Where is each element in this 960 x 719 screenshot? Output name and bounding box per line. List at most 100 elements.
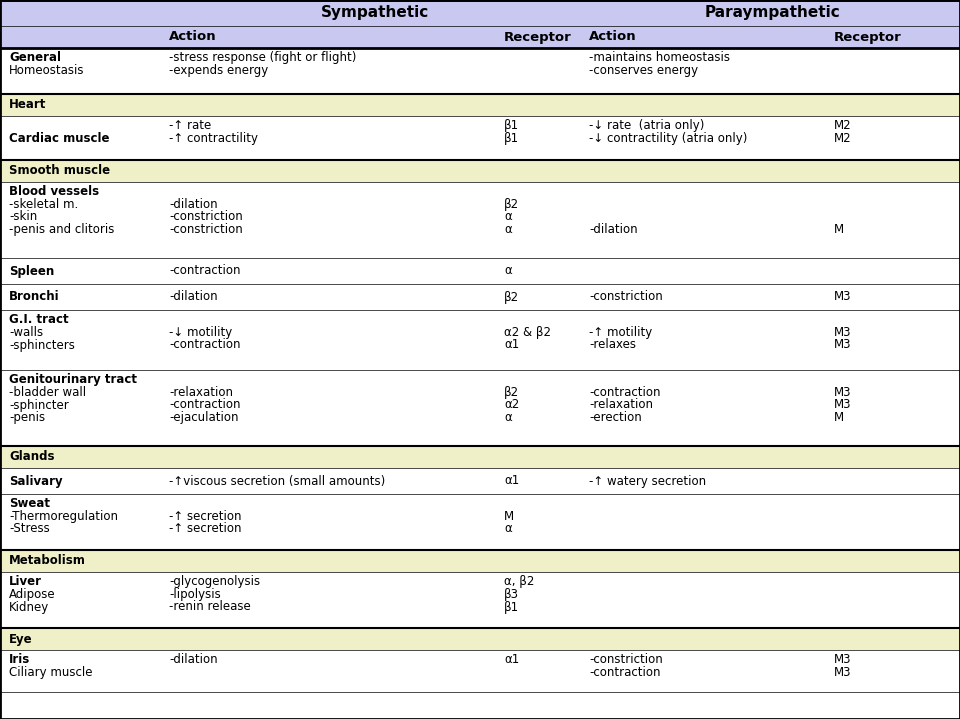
Text: β3: β3 [504, 587, 519, 601]
Bar [0, 628, 960, 650]
Text: -constriction: -constriction [169, 224, 243, 237]
Bar [0, 572, 960, 628]
Text: -↑ contractility: -↑ contractility [169, 132, 258, 145]
Text: Kidney: Kidney [9, 600, 49, 613]
Text: -skin: -skin [9, 211, 37, 224]
Text: -glycogenolysis: -glycogenolysis [169, 575, 260, 588]
Text: Liver: Liver [9, 575, 42, 588]
Text: α: α [504, 224, 512, 237]
Text: -ejaculation: -ejaculation [169, 411, 238, 424]
Text: Smooth muscle: Smooth muscle [9, 165, 110, 178]
Text: α, β2: α, β2 [504, 575, 535, 588]
Text: G.I. tract: G.I. tract [9, 313, 68, 326]
Text: M3: M3 [834, 290, 852, 303]
Text: β1: β1 [504, 132, 519, 145]
Text: -relaxes: -relaxes [589, 339, 636, 352]
Text: -maintains homeostasis: -maintains homeostasis [589, 51, 730, 64]
Text: M: M [504, 510, 515, 523]
Text: -↑ rate: -↑ rate [169, 119, 211, 132]
Text: -renin release: -renin release [169, 600, 251, 613]
Bar [0, 182, 960, 258]
Text: -constriction: -constriction [589, 290, 662, 303]
Bar [0, 494, 960, 550]
Text: Eye: Eye [9, 633, 33, 646]
Text: Blood vessels: Blood vessels [9, 185, 99, 198]
Text: -↑ motility: -↑ motility [589, 326, 652, 339]
Text: -contraction: -contraction [169, 398, 241, 411]
Text: α1: α1 [504, 475, 519, 487]
Text: α: α [504, 265, 512, 278]
Text: α: α [504, 211, 512, 224]
Bar [0, 48, 960, 94]
Text: -↓ rate  (atria only): -↓ rate (atria only) [589, 119, 705, 132]
Text: β2: β2 [504, 198, 519, 211]
Text: α: α [504, 523, 512, 536]
Text: M: M [834, 411, 844, 424]
Text: -contraction: -contraction [169, 265, 241, 278]
Text: Receptor: Receptor [834, 30, 901, 44]
Text: -dilation: -dilation [169, 290, 218, 303]
Text: -sphincter: -sphincter [9, 398, 69, 411]
Bar [0, 26, 960, 48]
Text: -relaxation: -relaxation [589, 398, 653, 411]
Text: -walls: -walls [9, 326, 43, 339]
Text: -expends energy: -expends energy [169, 64, 268, 77]
Text: -↑ secretion: -↑ secretion [169, 523, 242, 536]
Text: -dilation: -dilation [169, 198, 218, 211]
Text: Action: Action [589, 30, 636, 44]
Text: M2: M2 [834, 119, 852, 132]
Text: -bladder wall: -bladder wall [9, 386, 86, 399]
Bar [0, 446, 960, 468]
Bar [0, 258, 960, 284]
Text: -↑viscous secretion (small amounts): -↑viscous secretion (small amounts) [169, 475, 385, 487]
Text: Sweat: Sweat [9, 497, 50, 510]
Text: -↑ watery secretion: -↑ watery secretion [589, 475, 707, 487]
Text: α1: α1 [504, 653, 519, 666]
Bar [0, 550, 960, 572]
Bar [0, 310, 960, 370]
Bar [0, 160, 960, 182]
Text: Salivary: Salivary [9, 475, 62, 487]
Text: -relaxation: -relaxation [169, 386, 233, 399]
Text: Bronchi: Bronchi [9, 290, 60, 303]
Text: -contraction: -contraction [589, 386, 660, 399]
Text: -contraction: -contraction [589, 666, 660, 679]
Text: M3: M3 [834, 653, 852, 666]
Text: -lipolysis: -lipolysis [169, 587, 221, 601]
Text: -penis: -penis [9, 411, 45, 424]
Text: Cardiac muscle: Cardiac muscle [9, 132, 109, 145]
Text: -skeletal m.: -skeletal m. [9, 198, 79, 211]
Text: Iris: Iris [9, 653, 31, 666]
Text: Paraympathetic: Paraympathetic [705, 6, 840, 21]
Bar [0, 94, 960, 116]
Text: -Stress: -Stress [9, 523, 50, 536]
Text: Glands: Glands [9, 451, 55, 464]
Text: General: General [9, 51, 61, 64]
Text: -erection: -erection [589, 411, 641, 424]
Text: β1: β1 [504, 119, 519, 132]
Text: -dilation: -dilation [589, 224, 637, 237]
Text: -contraction: -contraction [169, 339, 241, 352]
Text: -dilation: -dilation [169, 653, 218, 666]
Text: M3: M3 [834, 666, 852, 679]
Text: Spleen: Spleen [9, 265, 55, 278]
Bar [0, 370, 960, 446]
Text: Sympathetic: Sympathetic [321, 6, 429, 21]
Text: M2: M2 [834, 132, 852, 145]
Text: α2: α2 [504, 398, 519, 411]
Text: -sphincters: -sphincters [9, 339, 75, 352]
Text: M3: M3 [834, 339, 852, 352]
Text: -stress response (fight or flight): -stress response (fight or flight) [169, 51, 356, 64]
Text: -↓ motility: -↓ motility [169, 326, 232, 339]
Text: Homeostasis: Homeostasis [9, 64, 84, 77]
Text: β1: β1 [504, 600, 519, 613]
Bar [0, 116, 960, 160]
Text: β2: β2 [504, 386, 519, 399]
Bar [0, 650, 960, 692]
Text: Metabolism: Metabolism [9, 554, 85, 567]
Text: M3: M3 [834, 398, 852, 411]
Text: -conserves energy: -conserves energy [589, 64, 698, 77]
Bar [0, 468, 960, 494]
Text: Adipose: Adipose [9, 587, 56, 601]
Text: -↓ contractility (atria only): -↓ contractility (atria only) [589, 132, 748, 145]
